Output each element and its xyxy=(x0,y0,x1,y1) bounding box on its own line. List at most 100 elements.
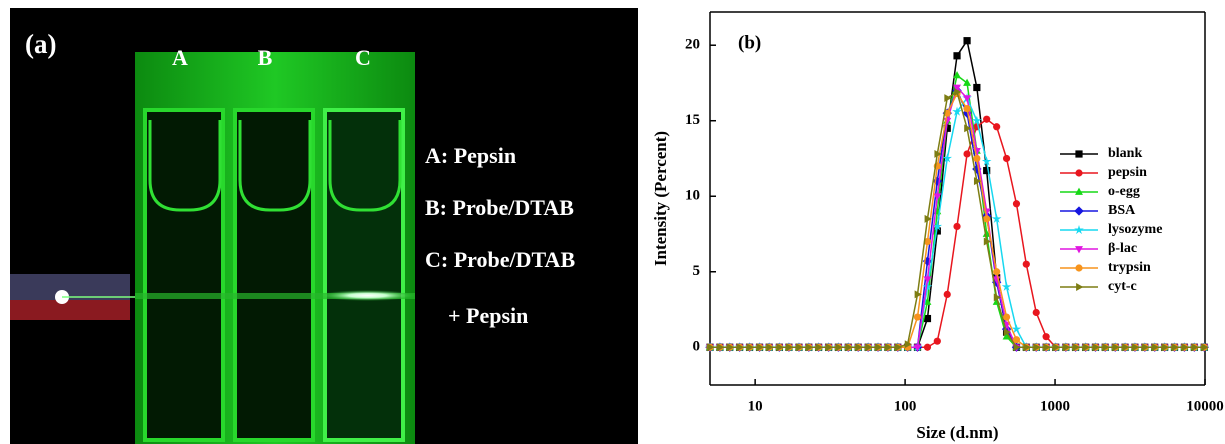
marker xyxy=(1013,343,1021,352)
marker xyxy=(1001,281,1012,291)
photo-legend: B: Probe/DTAB xyxy=(425,195,574,220)
laser-pointer-shadow xyxy=(10,300,130,320)
y-axis-label: Intensity (Percent) xyxy=(651,131,670,266)
marker xyxy=(933,337,941,345)
cuvette-label: C xyxy=(355,45,371,70)
marker xyxy=(1023,343,1031,352)
series-line xyxy=(710,88,1205,348)
laser-glow xyxy=(320,290,415,301)
marker xyxy=(983,115,991,123)
marker xyxy=(963,105,971,113)
marker xyxy=(934,149,942,158)
marker xyxy=(923,237,932,246)
marker xyxy=(766,343,774,352)
photo-legend: A: Pepsin xyxy=(425,143,516,168)
legend-label: BSA xyxy=(1108,203,1136,218)
marker xyxy=(972,115,982,125)
marker xyxy=(932,176,942,186)
marker xyxy=(982,229,991,237)
chart-panel: 0 5 10 15 20 10 100 1000 10000 Size (d.nm) Intensi… xyxy=(651,11,1224,442)
marker xyxy=(944,94,952,103)
marker xyxy=(1122,343,1130,352)
marker xyxy=(1002,154,1011,163)
marker xyxy=(1151,343,1160,352)
legend-label: cyt-c xyxy=(1108,279,1137,294)
marker xyxy=(786,343,794,352)
marker xyxy=(932,221,943,231)
marker xyxy=(1062,343,1071,352)
panel-label: (b) xyxy=(738,32,761,53)
meniscus-b xyxy=(238,120,312,212)
marker xyxy=(1141,343,1150,352)
photo-panel: (a) A B C A: Pepsin B: Probe/DTAB C: Pro… xyxy=(10,8,638,444)
marker xyxy=(1074,206,1084,216)
marker xyxy=(875,343,883,352)
marker xyxy=(855,343,863,352)
marker xyxy=(943,124,951,132)
marker xyxy=(1074,224,1084,235)
marker xyxy=(1072,343,1080,352)
marker xyxy=(964,124,972,133)
marker xyxy=(756,343,764,352)
marker xyxy=(1052,343,1061,352)
marker xyxy=(1002,332,1011,340)
meniscus-c xyxy=(328,120,402,212)
cuvette-a xyxy=(143,108,225,442)
marker xyxy=(736,343,744,352)
x-tick-label: 100 xyxy=(894,398,917,414)
y-tick-label: 0 xyxy=(693,339,701,355)
marker xyxy=(1075,187,1083,195)
marker xyxy=(922,281,933,291)
marker xyxy=(796,343,804,352)
y-tick-label: 5 xyxy=(693,263,701,279)
x-tick-label: 10 xyxy=(748,398,763,414)
legend-label: β-lac xyxy=(1108,241,1137,256)
marker xyxy=(815,343,823,352)
marker xyxy=(1201,343,1209,352)
marker xyxy=(1082,343,1090,352)
series-line xyxy=(710,90,1205,348)
marker xyxy=(923,314,932,323)
marker xyxy=(933,193,942,201)
marker xyxy=(835,343,843,352)
legend-label: o-egg xyxy=(1108,184,1140,199)
marker xyxy=(1102,343,1110,352)
y-tick-label: 20 xyxy=(685,37,700,53)
marker xyxy=(1092,343,1100,352)
marker xyxy=(1075,264,1083,272)
marker xyxy=(943,290,951,298)
marker xyxy=(993,293,1001,302)
legend-label: blank xyxy=(1108,146,1142,161)
marker xyxy=(865,343,873,352)
marker xyxy=(707,343,715,352)
marker xyxy=(943,117,952,126)
marker xyxy=(914,290,922,299)
marker xyxy=(746,343,754,352)
marker xyxy=(1011,324,1022,334)
marker xyxy=(1022,260,1030,268)
marker xyxy=(983,215,991,223)
photo-legend: + Pepsin xyxy=(448,303,528,328)
marker xyxy=(952,106,962,116)
marker xyxy=(1033,343,1041,352)
marker xyxy=(1003,328,1011,337)
marker xyxy=(981,156,992,166)
marker xyxy=(825,343,833,352)
marker xyxy=(953,222,961,231)
marker xyxy=(973,83,981,92)
panel-label: (a) xyxy=(25,29,56,59)
marker xyxy=(923,276,932,284)
marker xyxy=(953,52,961,60)
marker xyxy=(954,88,962,96)
marker xyxy=(923,343,932,351)
marker xyxy=(1076,283,1084,291)
marker xyxy=(913,344,922,352)
laser-beam xyxy=(135,293,415,299)
marker xyxy=(776,343,784,352)
marker xyxy=(924,214,932,223)
series xyxy=(706,89,1208,351)
marker xyxy=(942,153,953,163)
marker xyxy=(1112,343,1120,352)
